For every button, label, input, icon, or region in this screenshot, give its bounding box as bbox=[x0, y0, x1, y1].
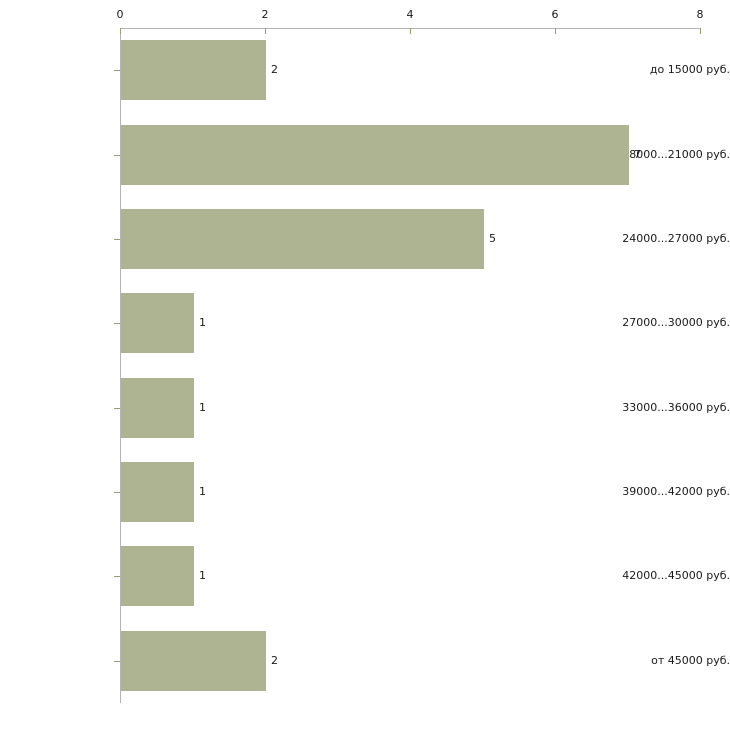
bar[interactable] bbox=[121, 631, 266, 691]
bar[interactable] bbox=[121, 462, 194, 522]
y-axis-tick bbox=[114, 576, 120, 577]
bar-value-label: 2 bbox=[271, 63, 278, 76]
y-axis-tick bbox=[114, 155, 120, 156]
bar-value-label: 1 bbox=[199, 485, 206, 498]
bar[interactable] bbox=[121, 293, 194, 353]
x-axis-tick bbox=[265, 28, 266, 34]
x-axis-tick bbox=[410, 28, 411, 34]
y-axis-tick bbox=[114, 323, 120, 324]
bar-value-label: 5 bbox=[489, 232, 496, 245]
x-axis-tick bbox=[700, 28, 701, 34]
category-label: 24000...27000 руб. bbox=[622, 232, 730, 245]
bar-value-label: 1 bbox=[199, 569, 206, 582]
x-axis-tick-label: 4 bbox=[406, 8, 414, 21]
category-label: от 45000 руб. bbox=[651, 654, 730, 667]
category-label: 42000...45000 руб. bbox=[622, 569, 730, 582]
x-axis-tick-label: 2 bbox=[261, 8, 269, 21]
y-axis-tick bbox=[114, 492, 120, 493]
x-axis-tick-label: 8 bbox=[696, 8, 704, 21]
bar[interactable] bbox=[121, 209, 484, 269]
bar-value-label: 2 bbox=[271, 654, 278, 667]
bar[interactable] bbox=[121, 378, 194, 438]
y-axis-tick bbox=[114, 661, 120, 662]
bar[interactable] bbox=[121, 40, 266, 100]
bar[interactable] bbox=[121, 546, 194, 606]
category-label: 39000...42000 руб. bbox=[622, 485, 730, 498]
category-label: 18000...21000 руб. bbox=[622, 148, 730, 161]
bar[interactable] bbox=[121, 125, 629, 185]
y-axis-line bbox=[120, 28, 121, 703]
category-label: до 15000 руб. bbox=[649, 63, 730, 76]
category-label: 27000...30000 руб. bbox=[622, 316, 730, 329]
category-label: 33000...36000 руб. bbox=[622, 401, 730, 414]
y-axis-tick bbox=[114, 70, 120, 71]
y-axis-tick bbox=[114, 408, 120, 409]
bar-value-label: 1 bbox=[199, 401, 206, 414]
y-axis-tick bbox=[114, 239, 120, 240]
x-axis-tick-label: 0 bbox=[116, 8, 124, 21]
bar-value-label: 1 bbox=[199, 316, 206, 329]
x-axis-tick bbox=[555, 28, 556, 34]
x-axis-tick bbox=[120, 28, 121, 34]
bar-value-label: 7 bbox=[634, 148, 641, 161]
x-axis-tick-label: 6 bbox=[551, 8, 559, 21]
